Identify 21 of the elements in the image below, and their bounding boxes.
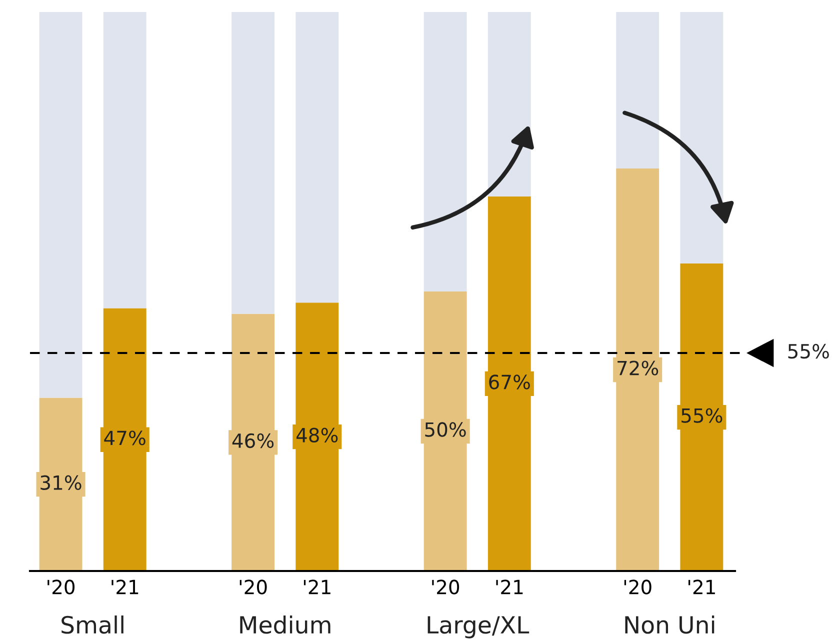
data-label: 31% [40, 475, 82, 490]
data-label: 48% [296, 428, 338, 442]
x-tick-label: '21 [688, 580, 715, 594]
data-label: 67% [489, 374, 530, 390]
data-label: 46% [232, 433, 274, 448]
x-tick-label: '20 [48, 580, 75, 594]
x-tick-label: '20 [240, 580, 267, 594]
x-tick-label: '20 [624, 580, 652, 594]
x-tick-label: '21 [496, 580, 523, 594]
text: Small [62, 615, 124, 634]
x-tick-label: '21 [112, 580, 138, 594]
data-label: 72% [618, 360, 658, 376]
x-tick-label: '21 [304, 580, 330, 594]
data-label: 47% [104, 430, 146, 446]
x-tick-label: '20 [432, 580, 460, 594]
text: 55% [788, 344, 829, 359]
data-label: 55% [682, 408, 722, 423]
text: Large/XL [428, 616, 530, 638]
text: Non Uni [625, 615, 714, 634]
text: Medium [240, 615, 330, 634]
data-label: 50% [425, 422, 466, 437]
